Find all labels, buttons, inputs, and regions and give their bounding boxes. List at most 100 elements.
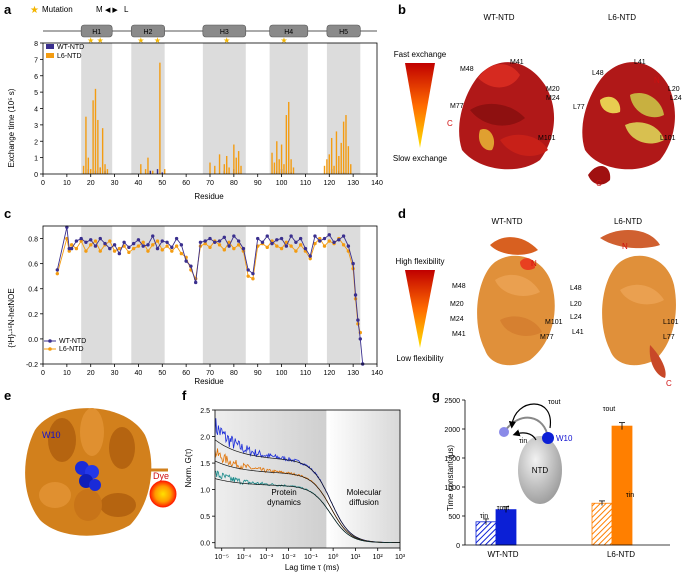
hetnoe-point-l6-100 (279, 246, 284, 251)
helix-band-3 (202, 43, 246, 174)
fcs-curves (214, 418, 401, 544)
hetnoe-point-wt-82 (236, 239, 241, 243)
b-wt-protein (459, 62, 555, 170)
d-l6-label-l20: L20 (570, 301, 582, 308)
bar-l6-121 (330, 137, 333, 174)
hetnoe-point-wt-88 (251, 271, 255, 276)
b-l6-label-l20: L20 (668, 86, 680, 93)
helix-cylinder-5 (326, 24, 361, 38)
b-wt-label-m48: M48 (460, 66, 474, 73)
hetnoe-point-l6-68 (203, 241, 207, 246)
fcs-xlabel: Lag time τ (ms) (285, 563, 340, 572)
b-scale-top: Fast exchange (394, 50, 447, 59)
d-wt-label-n: N (531, 259, 537, 268)
hetnoe-yticklabel-0.8: 0.8 (28, 237, 38, 244)
fcs-xticklabel-8: 10³ (395, 554, 406, 561)
hetnoe-point-l6-52 (165, 244, 169, 248)
bar-l6-119 (326, 159, 328, 174)
hetnoe-point-l6-28 (108, 239, 112, 243)
hetnoe-point-wt-110 (303, 246, 308, 251)
d-scale-bottom: Low flexibility (396, 354, 443, 363)
timeconst-axes: 0 500 1000 1500 2000 2500 (444, 398, 670, 550)
hetnoe-point-wt-72 (213, 240, 217, 245)
d-title-l6: L6-NTD (614, 217, 642, 226)
exchange-yticklabel-4: 4 (34, 107, 38, 114)
helix-cylinder-4 (269, 24, 309, 38)
b-l6-label-l41: L41 (634, 59, 646, 66)
b-wt-label-m77: M77 (450, 103, 464, 110)
hetnoe-xticklabel-90: 90 (254, 370, 262, 377)
bar-l6-128 (347, 146, 350, 174)
bar-wt-50 (161, 172, 163, 174)
b-wt-label-m101: M101 (538, 135, 556, 142)
bar-l6-97 (273, 162, 276, 174)
tc-yticklabel-2000: 2000 (444, 427, 460, 434)
hetnoe-point-wt-120 (327, 233, 331, 237)
hetnoe-point-wt-16 (79, 236, 83, 241)
hetnoe-point-l6-30 (112, 249, 117, 253)
bar-l6-83 (240, 165, 242, 174)
fcs-xticklabel-2: 10⁻³ (259, 554, 273, 561)
hetnoe-point-wt-6 (55, 268, 60, 272)
exchange-yticklabel-1: 1 (34, 156, 38, 163)
bar-l6-120 (328, 154, 330, 174)
hetnoe-point-l6-40 (136, 244, 141, 248)
tc-bar-l6-tau-in (591, 502, 613, 546)
e-dye-label: Dye (153, 471, 169, 481)
hetnoe-point-l6-76 (222, 248, 227, 252)
hetnoe-point-l6-74 (217, 243, 222, 247)
hetnoe-point-wt-104 (289, 234, 293, 238)
bar-l6-46 (152, 170, 154, 174)
b-title-wt: WT-NTD (483, 13, 514, 22)
panel-letter-b: b (398, 2, 406, 17)
hetnoe-point-wt-124 (337, 238, 341, 242)
exchange-xticklabel-50: 50 (158, 180, 166, 187)
d-wt-label-m77: M77 (540, 334, 554, 341)
hetnoe-point-wt-30 (112, 243, 117, 247)
exchange-xticklabel-30: 30 (111, 180, 119, 187)
hetnoe-point-l6-82 (236, 243, 241, 247)
hetnoe-point-l6-102 (284, 240, 289, 245)
g-inset-tau-in: τin (519, 438, 527, 445)
bar-l6-76 (223, 164, 226, 174)
mutation-legend-arrow: ◀ ▶ (105, 7, 118, 14)
b-l6-label-c: C (596, 179, 602, 188)
bar-l6-105 (292, 167, 295, 174)
bar-l6-103 (288, 101, 290, 174)
panel-letter-e: e (4, 388, 11, 403)
hetnoe-point-wt-34 (122, 240, 126, 245)
g-label-tau-in-wt: τin (480, 513, 488, 520)
hetnoe-point-wt-11 (67, 246, 71, 251)
exchange-xticklabel-140: 140 (371, 180, 383, 187)
hetnoe-point-wt-131 (353, 293, 358, 297)
bar-l6-51 (163, 169, 166, 174)
mutation-legend-label: Mutation (42, 5, 73, 14)
fcs-region2-line1: Molecular (347, 488, 382, 497)
fcs-xticklabel-7: 10² (373, 554, 384, 561)
hetnoe-point-l6-86 (246, 274, 250, 278)
b-l6-label-l48: L48 (592, 70, 604, 77)
bar-l6-77 (226, 155, 228, 174)
tau-out-arrow (508, 403, 551, 429)
hetnoe-yticklabel-0.6: 0.6 (28, 262, 38, 269)
hetnoe-point-l6-14 (74, 246, 79, 251)
hetnoe-point-wt-44 (146, 243, 150, 247)
legend-label-wt: WT-NTD (57, 44, 84, 51)
bar-l6-70 (209, 162, 211, 174)
hetnoe-point-wt-114 (313, 234, 317, 238)
hetnoe-ylabel: {¹H}-¹⁵N-hetNOE (7, 288, 16, 347)
fcs-xticklabel-6: 10¹ (350, 554, 361, 561)
timeconst-ylabel: Time constant (μs) (446, 445, 455, 511)
w10-bead-faded (499, 427, 509, 437)
d-l6-label-l41: L41 (572, 329, 584, 336)
hetnoe-point-wt-80 (232, 234, 236, 238)
bar-l6-125 (340, 142, 342, 174)
hetnoe-point-l6-98 (275, 244, 279, 248)
bar-l6-49 (159, 62, 161, 174)
bar-l6-101 (283, 164, 285, 174)
hetnoe-point-wt-116 (318, 239, 322, 243)
hetnoe-point-wt-76 (222, 235, 227, 239)
helix-topology: H1 H2 H3 H4 H5★ ★ ★ ★ ★ ★ (43, 24, 377, 45)
hetnoe-xticklabel-80: 80 (230, 370, 238, 377)
hetnoe-xticklabel-100: 100 (276, 370, 288, 377)
